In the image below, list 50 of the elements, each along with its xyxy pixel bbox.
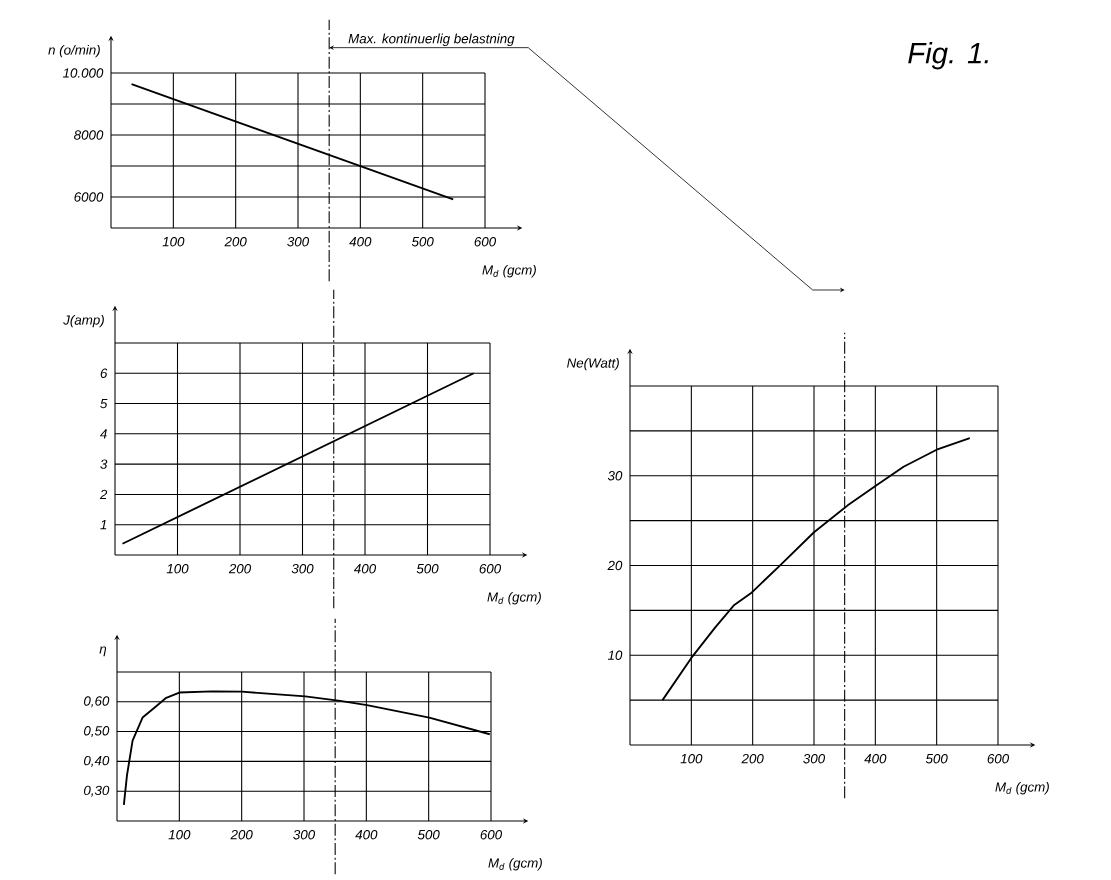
x-tick-label: 200 xyxy=(228,563,252,574)
x-tick-label: 600 xyxy=(480,829,503,840)
y-tick-label: 0,30 xyxy=(84,785,110,797)
y-tick-label: 10.000 xyxy=(62,68,104,78)
x-tick-label: 200 xyxy=(741,753,764,764)
y-tick-label: 0,40 xyxy=(84,755,110,767)
x-tick-label: 100 xyxy=(680,753,703,764)
ref-line-label: Max. kontinuerlig belastning xyxy=(348,33,515,47)
y-tick-label: 0,60 xyxy=(84,696,110,708)
x-tick-label: 400 xyxy=(353,563,377,574)
x-tick-label: 600 xyxy=(474,236,497,247)
x-tick-label: 400 xyxy=(349,236,372,247)
x-axis-title: M$_{d}$ (gcm) xyxy=(482,264,536,278)
y-axis-title: η xyxy=(99,646,107,657)
caption: Fig. 1. xyxy=(908,42,988,70)
y-tick-label: 0,50 xyxy=(84,726,110,738)
x-tick-label: 500 xyxy=(416,563,439,574)
x-tick-label: 100 xyxy=(168,829,191,840)
x-tick-label: 500 xyxy=(411,236,434,247)
x-tick-label: 600 xyxy=(479,563,502,574)
x-tick-label: 200 xyxy=(230,829,253,840)
x-tick-label: 300 xyxy=(287,236,310,247)
x-tick-label: 500 xyxy=(925,753,948,764)
y-tick-label: 2 xyxy=(99,489,108,500)
x-tick-label: 300 xyxy=(803,753,826,764)
y-tick-label: 6 xyxy=(100,368,108,378)
x-tick-label: 100 xyxy=(162,236,185,247)
y-axis-title: J(amp) xyxy=(63,314,104,328)
y-axis-title: Ne(Watt) xyxy=(567,357,619,371)
x-tick-label: 300 xyxy=(291,563,314,574)
x-axis-title: M$_{d}$ (gcm) xyxy=(488,857,542,871)
y-tick-label: 6000 xyxy=(74,192,104,202)
y-tick-label: 3 xyxy=(100,459,108,469)
y-tick-label: 4 xyxy=(100,429,107,439)
x-tick-label: 200 xyxy=(224,236,247,247)
x-axis-title: M$_{d}$ (gcm) xyxy=(487,591,541,605)
y-tick-label: 20 xyxy=(607,560,623,571)
y-tick-label: 5 xyxy=(100,398,108,409)
x-tick-label: 400 xyxy=(864,753,887,764)
x-tick-label: 500 xyxy=(417,829,440,840)
y-tick-label: 10 xyxy=(607,650,623,660)
x-tick-label: 100 xyxy=(166,563,189,574)
y-tick-label: 30 xyxy=(607,471,623,481)
y-axis-title: n (o/min) xyxy=(48,44,100,58)
x-tick-label: 300 xyxy=(293,829,316,840)
y-tick-label: 1 xyxy=(100,520,107,530)
x-tick-label: 400 xyxy=(355,829,378,840)
x-tick-label: 600 xyxy=(987,753,1010,764)
x-axis-title: M$_{d}$ (gcm) xyxy=(995,781,1049,795)
y-tick-label: 8000 xyxy=(74,130,104,140)
